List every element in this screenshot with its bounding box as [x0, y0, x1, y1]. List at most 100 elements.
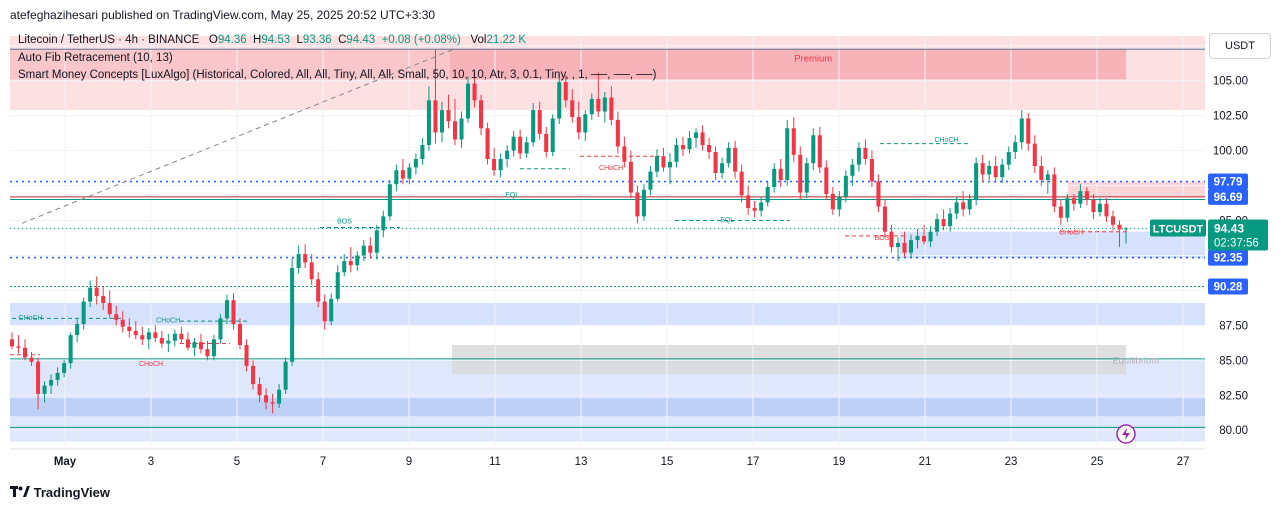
candle[interactable]	[1019, 110, 1024, 150]
candle-body[interactable]	[452, 121, 458, 140]
candle[interactable]	[381, 210, 386, 238]
candle[interactable]	[68, 332, 73, 369]
candle[interactable]	[1078, 184, 1083, 208]
candle-body[interactable]	[1078, 191, 1083, 204]
candle-body[interactable]	[237, 323, 243, 345]
candle[interactable]	[576, 101, 581, 140]
candle-body[interactable]	[426, 100, 431, 146]
candle-body[interactable]	[342, 261, 347, 273]
price-axis[interactable]: 80.0082.5085.0087.5095.00100.00102.50105…	[1150, 41, 1268, 437]
candle[interactable]	[733, 140, 738, 179]
candle[interactable]	[518, 129, 523, 160]
time-tick-label[interactable]: 3	[148, 456, 154, 468]
candle-body[interactable]	[439, 110, 444, 133]
candle[interactable]	[452, 98, 458, 146]
candle-body[interactable]	[251, 365, 256, 385]
candle-body[interactable]	[811, 135, 816, 164]
candle[interactable]	[987, 160, 992, 180]
candle-body[interactable]	[433, 100, 438, 133]
candle[interactable]	[654, 149, 659, 178]
candle[interactable]	[993, 156, 998, 183]
candle-body[interactable]	[557, 82, 562, 119]
candle[interactable]	[485, 122, 490, 165]
candle-body[interactable]	[680, 145, 686, 150]
candle-body[interactable]	[368, 245, 373, 253]
candle[interactable]	[251, 360, 256, 390]
candle[interactable]	[778, 159, 783, 187]
candle[interactable]	[824, 160, 829, 200]
candle-body[interactable]	[224, 300, 230, 319]
candle-body[interactable]	[635, 192, 640, 217]
candle[interactable]	[172, 329, 177, 347]
candle-body[interactable]	[36, 361, 41, 394]
candle-body[interactable]	[1039, 166, 1044, 180]
candle[interactable]	[674, 138, 679, 168]
candle[interactable]	[361, 240, 366, 262]
candle[interactable]	[609, 86, 614, 126]
candle[interactable]	[133, 321, 138, 340]
candle[interactable]	[961, 191, 966, 217]
candle[interactable]	[550, 114, 555, 157]
indicator-smc-legend[interactable]: Smart Money Concepts [LuxAlgo] (Historic…	[18, 69, 657, 81]
candle-body[interactable]	[778, 168, 783, 180]
candle-body[interactable]	[902, 242, 907, 253]
candle[interactable]	[407, 163, 412, 185]
price-badge[interactable]: 90.28	[1208, 278, 1248, 295]
candle[interactable]	[830, 186, 835, 215]
candle[interactable]	[198, 333, 203, 354]
candle[interactable]	[264, 388, 269, 410]
candle[interactable]	[101, 286, 106, 310]
candle-body[interactable]	[283, 361, 288, 390]
candle-body[interactable]	[609, 97, 614, 120]
candle-body[interactable]	[824, 167, 829, 194]
candle[interactable]	[726, 142, 731, 168]
candle-body[interactable]	[1117, 224, 1122, 230]
price-tick-label[interactable]: 100.00	[1213, 146, 1248, 158]
symbol-name[interactable]: Litecoin / TetherUS · 4h · BINANCE	[18, 34, 200, 46]
candle-body[interactable]	[413, 159, 418, 168]
candle[interactable]	[837, 191, 842, 217]
candle[interactable]	[557, 72, 562, 125]
candle-body[interactable]	[244, 344, 249, 366]
candle[interactable]	[843, 170, 848, 203]
candle-body[interactable]	[1013, 142, 1018, 153]
candle-body[interactable]	[908, 240, 914, 253]
candle[interactable]	[231, 293, 236, 330]
price-tick-label[interactable]: 87.50	[1219, 320, 1248, 332]
candle-body[interactable]	[9, 339, 15, 347]
candle[interactable]	[479, 94, 484, 136]
candle-body[interactable]	[830, 193, 835, 210]
candle[interactable]	[1084, 186, 1089, 206]
candle[interactable]	[192, 337, 197, 357]
candle[interactable]	[1039, 156, 1044, 186]
candle-body[interactable]	[49, 379, 54, 386]
candle[interactable]	[81, 297, 86, 330]
candle-body[interactable]	[1052, 174, 1057, 207]
candle-body[interactable]	[576, 117, 581, 133]
candle[interactable]	[707, 138, 712, 160]
price-tick-label[interactable]: 80.00	[1219, 425, 1248, 437]
candle[interactable]	[107, 290, 112, 319]
candle-body[interactable]	[120, 319, 125, 327]
candle-body[interactable]	[361, 245, 366, 256]
candle[interactable]	[531, 103, 536, 147]
candle[interactable]	[374, 224, 379, 260]
candle-body[interactable]	[75, 323, 80, 336]
candle-body[interactable]	[726, 147, 731, 164]
candle[interactable]	[439, 101, 444, 143]
time-tick-label[interactable]: 19	[833, 456, 846, 468]
candle[interactable]	[140, 326, 145, 345]
candle[interactable]	[335, 265, 340, 302]
candle[interactable]	[694, 128, 699, 148]
candle-body[interactable]	[101, 296, 106, 304]
candle[interactable]	[420, 138, 425, 165]
candle-body[interactable]	[511, 136, 516, 151]
candle-body[interactable]	[674, 145, 679, 162]
candle[interactable]	[922, 224, 927, 245]
candle-body[interactable]	[707, 145, 712, 153]
candle[interactable]	[1117, 220, 1122, 248]
candle-body[interactable]	[733, 147, 738, 172]
candle[interactable]	[290, 258, 295, 366]
candle[interactable]	[166, 333, 171, 352]
candle[interactable]	[75, 318, 80, 343]
